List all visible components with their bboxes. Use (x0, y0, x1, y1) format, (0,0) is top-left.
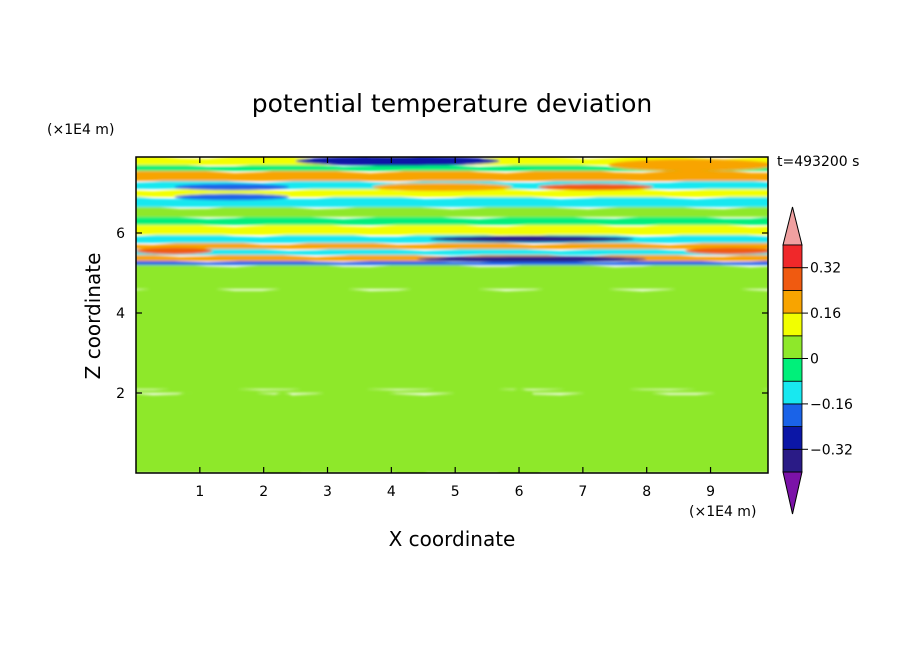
field-feature (152, 393, 223, 465)
colorbar-tick-label: −0.16 (810, 397, 853, 413)
field-band (136, 214, 768, 225)
field-feature (174, 193, 290, 201)
field-feature (416, 256, 647, 262)
colorbar-segment (782, 289, 803, 314)
field-feature (538, 183, 654, 191)
colorbar-tick-label: 0 (810, 352, 819, 368)
field-feature (372, 397, 449, 473)
field-feature (250, 393, 315, 473)
field-feature (372, 183, 513, 191)
y-tick-label: 6 (116, 226, 125, 242)
field-band (136, 194, 768, 207)
x-tick-label: 5 (451, 484, 460, 500)
field-feature (429, 235, 634, 243)
colorbar-segment (782, 380, 803, 405)
y-axis: 2 4 6 (116, 226, 768, 402)
field-feature (627, 397, 692, 469)
x-tick-label: 1 (195, 484, 204, 500)
field-feature (174, 183, 290, 191)
field-feature (685, 247, 768, 255)
x-axis: 1 2 3 4 5 6 7 8 9 (195, 157, 715, 500)
y-unit-label: (×1E4 m) (47, 122, 114, 138)
time-label: t=493200 s (777, 154, 859, 170)
x-tick-label: 3 (323, 484, 332, 500)
colorbar-tick-label: −0.32 (810, 442, 853, 458)
x-tick-label: 6 (515, 484, 524, 500)
colorbar-tick-label: 0.32 (810, 261, 841, 277)
colorbar-segment (782, 426, 803, 450)
colorbar-segment (782, 312, 803, 337)
field-feature (685, 429, 749, 461)
plot-frame (135, 156, 769, 474)
field-feature (608, 159, 768, 171)
x-tick-label: 7 (578, 484, 587, 500)
field-band (136, 262, 768, 289)
x-axis-label: X coordinate (389, 527, 516, 551)
temperature-field (136, 157, 768, 473)
field-band (136, 168, 768, 181)
colorbar: 0.32 0.16 0 −0.16 −0.32 (782, 206, 853, 515)
x-tick-label: 2 (259, 484, 268, 500)
colorbar-max-arrow (782, 206, 803, 246)
field-feature (295, 157, 500, 166)
colorbar-segment (782, 448, 803, 473)
colorbar-min-arrow (782, 471, 803, 515)
colorbar-segment (782, 358, 803, 382)
y-axis-label: Z coordinate (81, 253, 105, 380)
x-unit-label: (×1E4 m) (689, 504, 756, 520)
colorbar-segment (782, 403, 803, 427)
field-band (136, 204, 768, 217)
field-feature (136, 247, 213, 255)
y-tick-label: 4 (116, 306, 125, 322)
x-tick-label: 9 (706, 484, 715, 500)
field-band (136, 286, 768, 389)
colorbar-segment (782, 267, 803, 291)
y-tick-label: 2 (116, 386, 125, 402)
field-band (136, 222, 768, 235)
chart-title: potential temperature deviation (252, 89, 652, 118)
colorbar-segment (782, 244, 803, 269)
colorbar-segment (782, 335, 803, 359)
x-tick-label: 8 (642, 484, 651, 500)
field-feature (487, 389, 551, 473)
x-tick-label: 4 (387, 484, 396, 500)
colorbar-tick-label: 0.16 (810, 306, 841, 322)
